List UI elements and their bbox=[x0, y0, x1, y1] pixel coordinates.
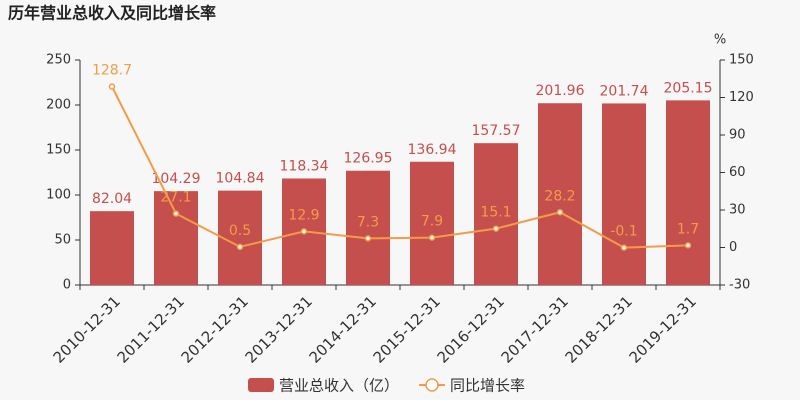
legend-swatch-point[interactable] bbox=[425, 378, 439, 392]
bar-value-label: 104.29 bbox=[152, 171, 201, 187]
line-point bbox=[300, 228, 308, 235]
y-tick-label: 150 bbox=[46, 143, 71, 158]
line-point bbox=[556, 209, 564, 216]
bar-value-label: 201.74 bbox=[600, 83, 649, 99]
bar bbox=[154, 191, 198, 285]
bar bbox=[90, 211, 134, 285]
line-value-label: 28.2 bbox=[544, 188, 575, 204]
line-value-label: 7.9 bbox=[421, 214, 443, 230]
bar bbox=[346, 170, 390, 285]
line-value-label: 7.3 bbox=[357, 214, 379, 230]
bar-value-label: 157.57 bbox=[472, 123, 521, 139]
line-value-label: 0.5 bbox=[229, 223, 251, 239]
bar-value-label: 82.04 bbox=[92, 191, 132, 207]
line-point bbox=[492, 225, 500, 232]
y2-tick-label: 30 bbox=[729, 203, 746, 218]
bar-value-label: 104.84 bbox=[216, 171, 265, 187]
y-tick-label: 100 bbox=[46, 188, 71, 203]
y2-tick-label: 60 bbox=[729, 165, 746, 180]
line bbox=[111, 86, 689, 249]
legend-label[interactable]: 营业总收入（亿） bbox=[279, 377, 399, 395]
line-value-label: 15.1 bbox=[480, 205, 511, 221]
line-point bbox=[108, 83, 116, 90]
line-value-label: 128.7 bbox=[92, 63, 132, 79]
line-point bbox=[428, 234, 436, 241]
chart-title: 历年营业总收入及同比增长率 bbox=[8, 4, 216, 23]
line-point bbox=[620, 244, 628, 251]
bar bbox=[666, 100, 710, 286]
bar bbox=[602, 103, 646, 286]
bar-value-label: 201.96 bbox=[536, 83, 585, 99]
y2-axis-label: % bbox=[714, 33, 726, 48]
bar bbox=[218, 190, 262, 285]
y2-tick-label: 120 bbox=[729, 90, 754, 105]
legend-swatch[interactable] bbox=[248, 378, 274, 392]
line-point bbox=[236, 243, 244, 251]
bar bbox=[474, 143, 518, 285]
line-point bbox=[172, 210, 180, 217]
y2-tick-label: 0 bbox=[729, 240, 737, 255]
line-value-label: 12.9 bbox=[288, 207, 319, 223]
bar-value-label: 205.15 bbox=[664, 80, 713, 96]
line-value-label: 27.1 bbox=[160, 190, 191, 206]
y2-tick-label: 150 bbox=[729, 53, 754, 68]
bar-value-label: 136.94 bbox=[408, 142, 457, 158]
legend-label[interactable]: 同比增长率 bbox=[450, 377, 525, 395]
bar bbox=[410, 161, 454, 285]
y2-tick-label: -30 bbox=[729, 278, 750, 293]
y-tick-label: 0 bbox=[63, 278, 71, 293]
y2-tick-label: 90 bbox=[729, 128, 746, 143]
line-point bbox=[684, 242, 692, 249]
line-value-label: -0.1 bbox=[610, 224, 637, 240]
bar-value-label: 118.34 bbox=[280, 158, 329, 174]
y-tick-label: 50 bbox=[54, 233, 71, 248]
bar-value-label: 126.95 bbox=[344, 151, 393, 167]
bar bbox=[538, 103, 582, 286]
line-value-label: 1.7 bbox=[677, 221, 699, 237]
y-tick-label: 200 bbox=[46, 98, 71, 113]
line-point bbox=[364, 235, 372, 242]
y-tick-label: 250 bbox=[46, 53, 71, 68]
